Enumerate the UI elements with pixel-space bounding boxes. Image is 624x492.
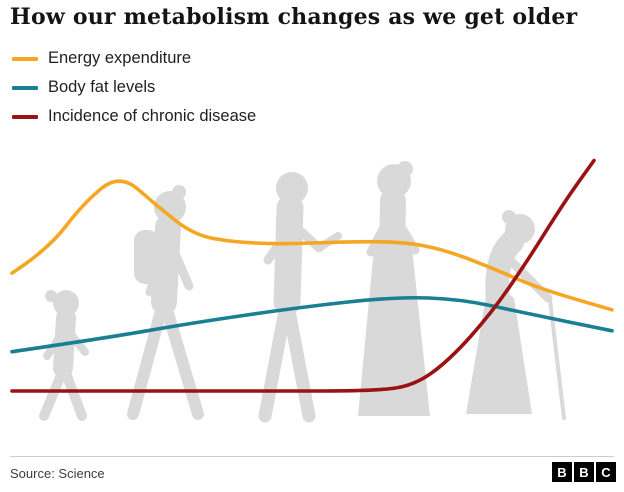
curve-body-fat-levels bbox=[10, 295, 614, 354]
legend-swatch-body-fat-icon bbox=[12, 85, 38, 90]
bbc-logo-block-b1: B bbox=[552, 462, 572, 482]
silhouette-child bbox=[39, 290, 89, 421]
silhouettes bbox=[39, 161, 566, 423]
source-label: Source: Science bbox=[10, 466, 105, 481]
chart-title: How our metabolism changes as we get old… bbox=[10, 4, 578, 30]
legend-item-chronic-disease: Incidence of chronic disease bbox=[12, 102, 256, 131]
bbc-logo-block-c: C bbox=[596, 462, 616, 482]
curves bbox=[10, 158, 614, 393]
footer-divider bbox=[10, 456, 614, 457]
legend-item-energy-expenditure: Energy expenditure bbox=[12, 44, 256, 73]
curve-incidence-of-chronic-disease bbox=[10, 158, 596, 393]
legend-label-energy: Energy expenditure bbox=[48, 49, 192, 67]
legend-swatch-energy-icon bbox=[12, 56, 38, 61]
silhouette-teenager-with-backpack bbox=[127, 185, 204, 420]
bbc-logo-block-b2: B bbox=[574, 462, 594, 482]
bbc-logo: B B C bbox=[552, 462, 616, 482]
legend-label-body-fat: Body fat levels bbox=[48, 78, 156, 96]
legend-label-chronic-disease: Incidence of chronic disease bbox=[48, 107, 257, 125]
silhouette-adult-woman-long-dress bbox=[358, 161, 430, 416]
legend-item-body-fat: Body fat levels bbox=[12, 73, 256, 102]
legend-swatch-chronic-disease-icon bbox=[12, 114, 38, 119]
silhouette-adult-gesturing bbox=[258, 172, 342, 423]
legend: Energy expenditure Body fat levels Incid… bbox=[12, 44, 256, 131]
silhouette-elderly-woman-with-cane bbox=[466, 210, 566, 420]
curve-energy-expenditure bbox=[10, 179, 614, 312]
